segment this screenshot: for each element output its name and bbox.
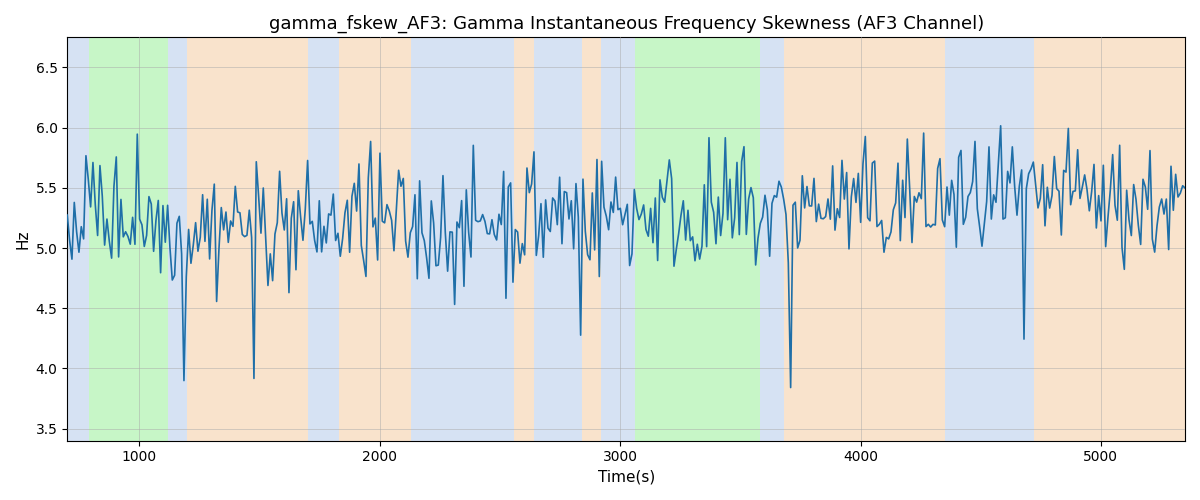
Bar — [187, 38, 307, 440]
Bar — [582, 38, 601, 440]
Title: gamma_fskew_AF3: Gamma Instantaneous Frequency Skewness (AF3 Channel): gamma_fskew_AF3: Gamma Instantaneous Fre… — [269, 15, 984, 34]
Bar — [760, 38, 784, 440]
Bar — [944, 38, 1033, 440]
Y-axis label: Hz: Hz — [16, 230, 30, 249]
Bar — [635, 38, 760, 440]
Bar — [1033, 38, 1186, 440]
Bar — [89, 38, 168, 440]
Bar — [338, 38, 412, 440]
Bar — [515, 38, 534, 440]
Bar — [67, 38, 89, 440]
Bar — [168, 38, 187, 440]
Bar — [601, 38, 635, 440]
Bar — [307, 38, 338, 440]
Bar — [534, 38, 582, 440]
X-axis label: Time(s): Time(s) — [598, 470, 655, 485]
Bar — [784, 38, 944, 440]
Bar — [412, 38, 515, 440]
